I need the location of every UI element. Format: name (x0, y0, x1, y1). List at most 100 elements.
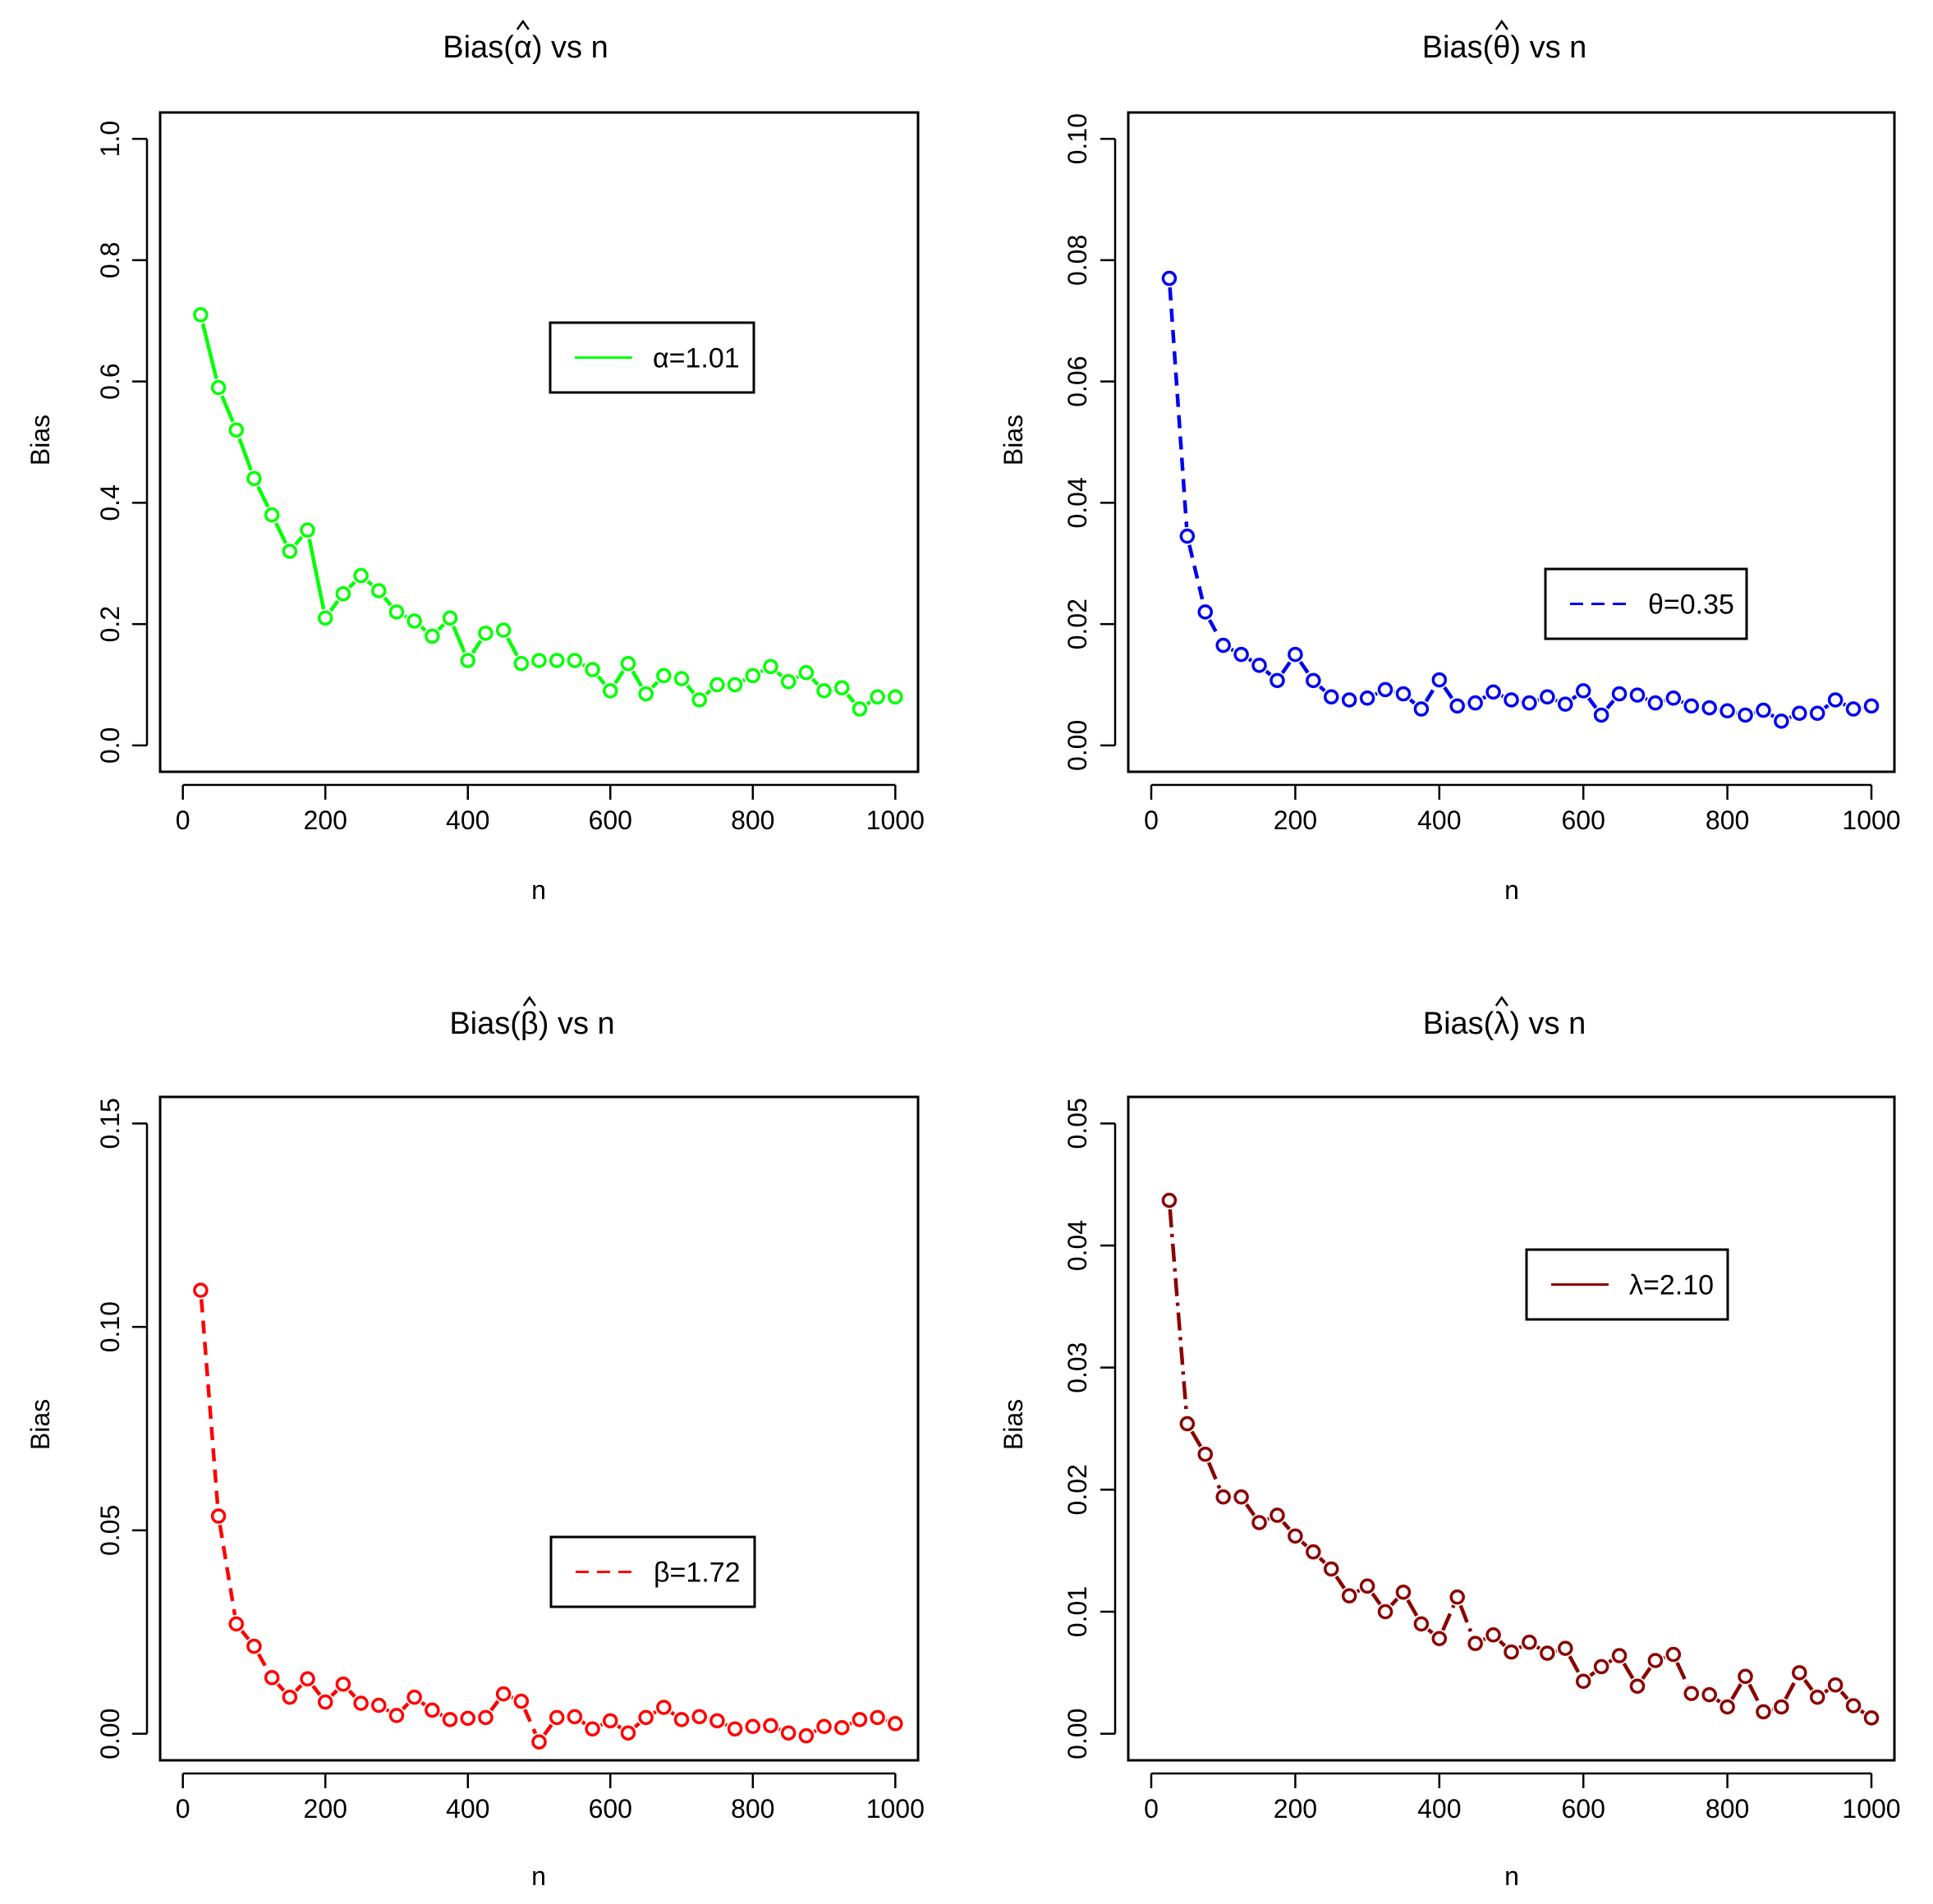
series-line-segment (489, 1700, 500, 1712)
series-line-segment (1784, 1680, 1798, 1700)
data-point (353, 567, 369, 584)
y-tick-label: 0.15 (95, 1098, 125, 1149)
series-line-segment (240, 1630, 250, 1640)
data-point (888, 1716, 903, 1732)
series-line-segment (1190, 1430, 1203, 1447)
data-point (1665, 690, 1682, 706)
data-point (656, 1700, 672, 1715)
hat-accent (522, 995, 536, 1007)
data-point (1647, 1653, 1664, 1668)
data-point (1558, 696, 1573, 712)
series-line-segment (813, 1728, 817, 1734)
legend-box (1544, 567, 1748, 640)
x-tick-label: 400 (1417, 805, 1461, 835)
series-line-segment (776, 671, 783, 677)
data-point (798, 664, 815, 681)
series-line-segment (1301, 1540, 1308, 1548)
series-line-segment (1266, 1516, 1270, 1521)
data-point (709, 1713, 725, 1729)
y-tick-label: 1.0 (95, 121, 125, 157)
data-point (1323, 1561, 1339, 1577)
chart-panel-lambda: Bias(λ) vs n n Bias λ=2.10 0 200 400 600 800… (966, 952, 1933, 1903)
x-tick-label: 800 (1706, 805, 1749, 835)
data-point (1540, 1645, 1555, 1661)
legend-label: λ=2.10 (1629, 1270, 1714, 1301)
data-point (1485, 1627, 1501, 1643)
data-point (780, 1725, 797, 1741)
data-point (531, 1734, 547, 1750)
series-line-segment (1318, 1557, 1326, 1565)
data-point (1359, 1578, 1375, 1594)
series-line-segment (1747, 1683, 1761, 1705)
x-tick-label: 0 (176, 1794, 191, 1824)
data-point (1701, 1686, 1717, 1703)
series-line-segment (403, 614, 407, 619)
data-point (1306, 672, 1321, 689)
series-line-segment (1823, 704, 1830, 709)
series-line-segment (1356, 1589, 1361, 1594)
data-point (282, 1689, 298, 1705)
data-point (1413, 701, 1430, 717)
data-point (870, 689, 885, 705)
data-point (531, 653, 547, 668)
series-line-segment (1571, 695, 1577, 700)
x-tick-label: 200 (1274, 1794, 1317, 1824)
y-tick-label: 0.04 (1063, 477, 1092, 528)
series-line-segment (1589, 1671, 1596, 1677)
data-point (1575, 683, 1591, 699)
data-point (1719, 703, 1735, 719)
data-point (1270, 1507, 1285, 1523)
data-point (353, 1695, 369, 1711)
series-line-segment (849, 1721, 852, 1726)
x-tick-label: 600 (1562, 1794, 1605, 1824)
x-tick-label: 800 (731, 805, 774, 835)
data-point (691, 1709, 707, 1725)
data-point (1449, 698, 1465, 714)
series-line-segment (846, 693, 856, 704)
data-point (1359, 690, 1375, 706)
data-point (567, 653, 583, 668)
chart-title: Bias(α) vs n (443, 30, 608, 65)
y-tick-label: 0.03 (1063, 1342, 1092, 1393)
legend: θ=0.35 (1544, 567, 1748, 640)
series-line-segment (1788, 715, 1793, 719)
data-point (1809, 705, 1825, 721)
series-line-segment (1641, 1667, 1652, 1680)
data-point (371, 1697, 387, 1714)
series-line-segment (1499, 1640, 1507, 1648)
data-point (727, 1721, 743, 1737)
series-line-segment (256, 485, 270, 508)
series-line-segment (437, 623, 445, 631)
x-tick-label: 400 (446, 1794, 489, 1824)
series-line-segment (1500, 694, 1504, 699)
data-point (549, 653, 565, 668)
data-point (1251, 658, 1267, 673)
series-line-segment (1247, 657, 1253, 663)
series-line-segment (1536, 1645, 1541, 1650)
x-axis-label: n (1504, 1861, 1519, 1891)
data-point (317, 610, 333, 626)
series-line-segment (1675, 1662, 1690, 1686)
data-point (1341, 1588, 1357, 1603)
series-line-segment (1389, 1597, 1399, 1607)
series-line-segment (1318, 685, 1326, 693)
data-point (1179, 1415, 1196, 1432)
data-point (1809, 1689, 1825, 1705)
chart-panel-alpha: Bias(α) vs n n Bias α=1.01 0 200 400 600 800… (0, 0, 966, 952)
y-tick-label: 0.04 (1063, 1220, 1092, 1271)
plot-frame (1127, 111, 1896, 773)
data-point (870, 1709, 885, 1726)
data-point (406, 1689, 422, 1705)
series-line-segment (1424, 686, 1436, 703)
series-line-segment (294, 1684, 303, 1692)
data-point (1215, 637, 1231, 654)
series-line-segment (1458, 1604, 1474, 1636)
data-point (833, 680, 850, 695)
y-tick-label: 0.00 (95, 1709, 125, 1759)
series-line-segment (1586, 696, 1598, 709)
series-line-segment (724, 1723, 728, 1727)
data-point (460, 653, 475, 668)
series-line-segment (1518, 1645, 1522, 1649)
data-point (228, 422, 245, 438)
data-point (1683, 698, 1700, 714)
